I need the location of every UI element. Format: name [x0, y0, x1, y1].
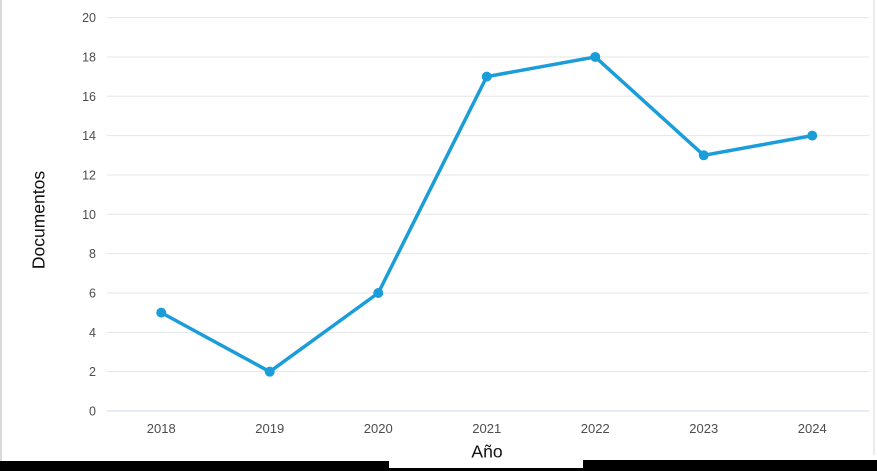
bottom-bar-left [0, 461, 389, 471]
left-border-strip [0, 0, 2, 461]
y-tick-label: 2 [89, 365, 96, 379]
data-point-marker [481, 71, 492, 82]
x-axis-title: Año [471, 441, 503, 462]
x-tick-label: 2019 [255, 421, 284, 436]
data-point-marker [590, 51, 601, 62]
y-tick-label: 8 [89, 247, 96, 261]
y-tick-label: 10 [82, 208, 96, 222]
y-tick-label: 12 [82, 168, 96, 182]
data-point-marker [156, 307, 167, 318]
y-tick-label: 18 [82, 50, 96, 64]
x-tick-label: 2018 [147, 421, 176, 436]
data-point-marker [807, 130, 818, 141]
x-tick-label: 2023 [689, 421, 718, 436]
y-axis-title: Documentos [28, 170, 49, 270]
bottom-bar-right [583, 460, 877, 471]
y-tick-label: 16 [82, 90, 96, 104]
y-tick-label: 14 [82, 129, 96, 143]
y-tick-label: 0 [89, 405, 96, 419]
y-tick-label: 6 [89, 286, 96, 300]
right-border-strip [873, 0, 875, 455]
y-tick-label: 4 [89, 326, 96, 340]
data-point-marker [698, 150, 709, 161]
x-tick-label: 2021 [472, 421, 501, 436]
x-tick-label: 2024 [798, 421, 827, 436]
data-point-marker [373, 287, 384, 298]
x-tick-label: 2022 [581, 421, 610, 436]
data-point-marker [264, 366, 275, 377]
y-tick-label: 20 [82, 11, 96, 25]
x-tick-label: 2020 [364, 421, 393, 436]
bottom-bar-middle [389, 468, 583, 471]
